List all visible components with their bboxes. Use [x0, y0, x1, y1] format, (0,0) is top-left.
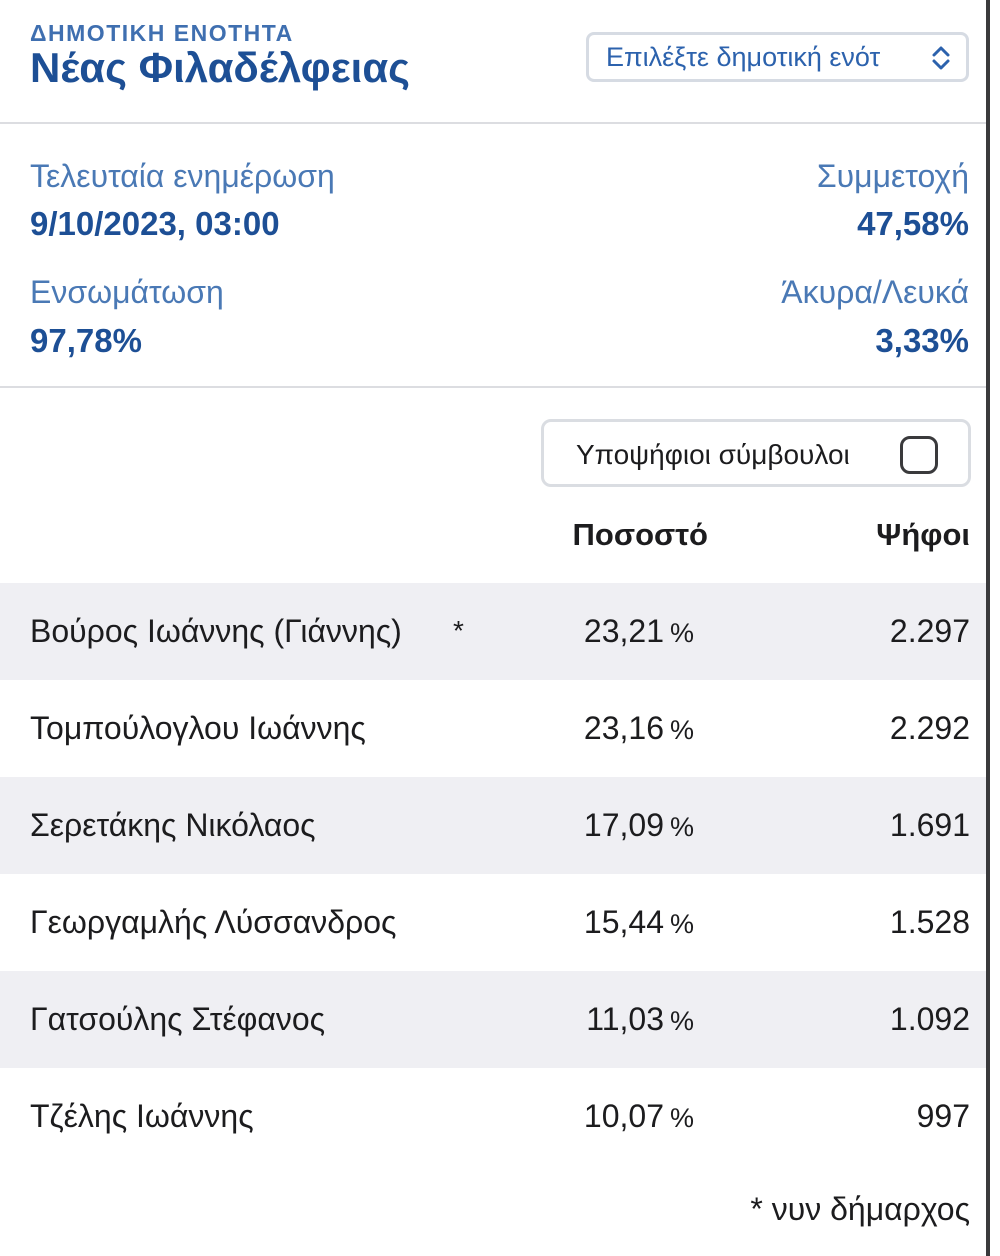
incumbent-marker: * — [453, 615, 464, 646]
percentage-column-header: Ποσοστό — [572, 517, 708, 552]
page-title: Νέας Φιλαδέλφειας — [30, 44, 410, 91]
candidate-percentage: 23,21% — [583, 613, 694, 649]
integration-value: 97,78% — [30, 322, 142, 359]
candidate-name: Σερετάκης Νικόλαος — [30, 807, 316, 843]
candidate-votes: 2.292 — [889, 710, 970, 746]
invalid-blank-label: Άκυρα/Λευκά — [781, 274, 969, 310]
invalid-blank-value: 3,33% — [875, 322, 969, 359]
page-header: ΔΗΜΟΤΙΚΗ ΕΝΟΤΗΤΑ Νέας Φιλαδέλφειας Επιλέ… — [0, 0, 986, 124]
candidate-votes: 1.691 — [889, 807, 970, 843]
table-row: Τζέλης Ιωάννης 10,07% 997 — [0, 1068, 986, 1165]
council-candidates-checkbox[interactable] — [900, 436, 938, 474]
council-candidates-label: Υποψήφιοι σύμβουλοι — [576, 439, 850, 470]
table-row: Σερετάκης Νικόλαος 17,09% 1.691 — [0, 777, 986, 874]
candidate-votes: 997 — [916, 1098, 970, 1134]
last-update-value: 9/10/2023, 03:00 — [30, 205, 280, 242]
votes-column-header: Ψήφοι — [876, 517, 970, 552]
candidate-votes: 1.528 — [889, 904, 970, 940]
candidate-percentage: 23,16% — [583, 710, 694, 746]
results-table: Βούρος Ιωάννης (Γιάννης) * 23,21% 2.297 … — [0, 583, 986, 1165]
candidate-percentage: 17,09% — [583, 807, 694, 843]
last-update-label: Τελευταία ενημέρωση — [30, 158, 335, 194]
stats-panel: Τελευταία ενημέρωση 9/10/2023, 03:00 Συμ… — [0, 126, 986, 388]
window-edge-divider — [986, 0, 1000, 1256]
unit-type-label: ΔΗΜΟΤΙΚΗ ΕΝΟΤΗΤΑ — [30, 20, 294, 46]
turnout-label: Συμμετοχή — [816, 158, 969, 194]
council-candidates-toggle[interactable]: Υποψήφιοι σύμβουλοι — [541, 419, 971, 487]
table-row: Γατσούλης Στέφανος 11,03% 1.092 — [0, 971, 986, 1068]
candidate-name: Γατσούλης Στέφανος — [30, 1001, 326, 1037]
unit-select-value: Επιλέξτε δημοτική ενότ — [606, 42, 881, 72]
turnout-value: 47,58% — [857, 205, 969, 242]
table-row: Τομπούλογλου Ιωάννης 23,16% 2.292 — [0, 680, 986, 777]
candidate-name: Βούρος Ιωάννης (Γιάννης) — [30, 613, 402, 649]
candidate-percentage: 15,44% — [583, 904, 694, 940]
candidate-name: Τομπούλογλου Ιωάννης — [30, 710, 366, 746]
candidate-votes: 2.297 — [889, 613, 970, 649]
candidate-votes: 1.092 — [889, 1001, 970, 1037]
table-row: Γεωργαμλής Λύσσανδρος 15,44% 1.528 — [0, 874, 986, 971]
candidate-percentage: 11,03% — [586, 1001, 694, 1037]
candidate-name: Γεωργαμλής Λύσσανδρος — [30, 904, 397, 940]
chevron-up-down-icon — [930, 44, 952, 72]
table-row: Βούρος Ιωάννης (Γιάννης) * 23,21% 2.297 — [0, 583, 986, 680]
incumbent-footnote: * νυν δήμαρχος — [750, 1191, 970, 1227]
candidate-percentage: 10,07% — [583, 1098, 694, 1134]
integration-label: Ενσωμάτωση — [30, 274, 224, 310]
candidate-name: Τζέλης Ιωάννης — [30, 1098, 254, 1134]
unit-select-dropdown[interactable]: Επιλέξτε δημοτική ενότ — [586, 32, 969, 82]
